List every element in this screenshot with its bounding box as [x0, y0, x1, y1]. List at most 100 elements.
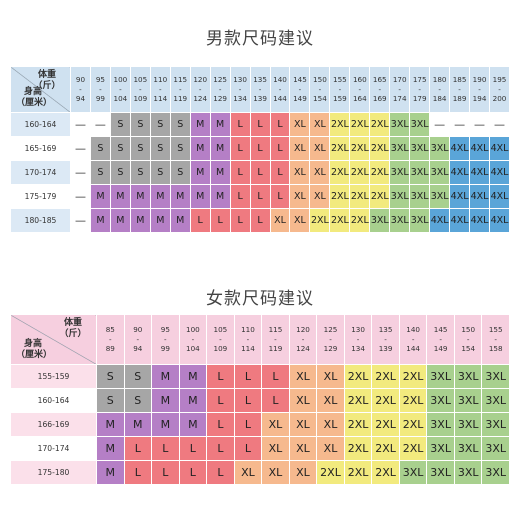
size-cell: S — [96, 364, 125, 389]
size-cell: 2XL — [329, 160, 351, 185]
size-cell: S — [109, 136, 131, 161]
weight-range-header: 170-174 — [389, 66, 411, 113]
size-cell: XL — [288, 412, 318, 437]
size-cell: XL — [261, 436, 290, 461]
size-cell: 3XL — [453, 412, 483, 437]
size-cell-empty: — — [70, 184, 91, 209]
size-cell: 4XL — [449, 136, 471, 161]
weight-range-separator: - — [439, 335, 442, 344]
men-size-table: 体重（斤） 身高（厘米） 90-94 95-99 100-104 105-109 110-1… — [10, 66, 510, 233]
height-range-label: 160-164 — [10, 112, 71, 137]
weight-range-high: 94 — [75, 94, 86, 103]
size-cell: 4XL — [469, 208, 491, 233]
size-cell: S — [129, 136, 151, 161]
weight-range-separator: - — [411, 335, 415, 344]
size-cell: M — [178, 364, 208, 389]
weight-range-separator: - — [274, 335, 277, 344]
weight-range-low: 105 — [133, 75, 148, 84]
weight-range-low: 145 — [293, 75, 307, 84]
size-cell: M — [89, 208, 111, 233]
size-cell: 4XL — [489, 208, 510, 233]
size-cell: L — [123, 436, 153, 461]
size-cell: M — [96, 460, 125, 485]
weight-range-low: 180 — [432, 75, 447, 84]
weight-range-low: 155 — [333, 75, 347, 84]
height-range-label: 170-174 — [10, 436, 97, 461]
weight-range-low: 85 — [105, 325, 115, 334]
weight-range-header: 190-194 — [469, 66, 491, 113]
size-cell: 4XL — [469, 184, 491, 209]
weight-range-separator: - — [99, 85, 102, 94]
size-cell: 3XL — [389, 136, 411, 161]
size-cell-empty: — — [70, 208, 91, 233]
weight-range-header: 135-139 — [249, 66, 271, 113]
size-cell: S — [96, 388, 125, 413]
size-cell: 2XL — [349, 112, 371, 137]
size-cell: 3XL — [426, 388, 455, 413]
size-cell: XL — [309, 184, 331, 209]
size-cell: XL — [316, 412, 345, 437]
men-size-row: 175-179— M M M M M M M L L L XL XL 2XL 2XL 2XL 3XL 3XL 3XL… — [10, 184, 510, 209]
size-cell: M — [96, 412, 125, 437]
weight-range-header: 100-104 — [178, 314, 208, 365]
weight-range-low: 175 — [412, 75, 427, 84]
size-cell: 3XL — [481, 412, 510, 437]
size-cell: S — [123, 388, 153, 413]
size-cell: L — [206, 436, 235, 461]
weight-range-low: 120 — [193, 75, 208, 84]
size-cell: L — [206, 412, 235, 437]
weight-range-low: 135 — [378, 325, 393, 334]
weight-range-high: 129 — [323, 344, 338, 353]
weight-range-separator: - — [238, 85, 242, 94]
size-cell: L — [249, 160, 271, 185]
height-range-label: 170-174 — [10, 160, 71, 185]
men-size-row: 160-164— — S S S S M M L L L XL XL 2XL 2XL 2XL 3XL 3XL — — —… — [10, 112, 510, 137]
weight-range-low: 115 — [173, 75, 188, 84]
weight-range-header: 155-159 — [329, 66, 351, 113]
size-cell: XL — [288, 436, 318, 461]
size-cell: L — [229, 112, 251, 137]
size-cell: L — [206, 364, 235, 389]
weight-range-header: 125-129 — [316, 314, 345, 365]
men-size-row: 170-174— S S S S S M M L L L XL XL 2XL 2XL 2XL 3XL 3XL 3XL… — [10, 160, 510, 185]
size-cell: L — [229, 208, 251, 233]
weight-range-separator: - — [298, 85, 302, 94]
size-cell: 3XL — [389, 208, 411, 233]
size-cell-empty: — — [70, 160, 91, 185]
size-cell: 3XL — [426, 412, 455, 437]
size-cell: XL — [233, 460, 263, 485]
size-cell: L — [269, 112, 291, 137]
size-cell: L — [178, 436, 208, 461]
weight-range-high: 109 — [133, 94, 148, 103]
size-cell: S — [129, 112, 151, 137]
weight-range-separator: - — [498, 85, 501, 94]
size-cell: XL — [316, 436, 345, 461]
size-cell: S — [89, 136, 111, 161]
women-corner-cell: 体重（斤） 身高（厘米） — [10, 314, 97, 365]
size-cell: M — [123, 412, 153, 437]
weight-range-header: 155-158 — [481, 314, 510, 365]
size-cell: 4XL — [429, 208, 451, 233]
size-cell: 2XL — [329, 208, 351, 233]
size-cell: 4XL — [489, 184, 510, 209]
weight-range-separator: - — [158, 85, 162, 94]
size-cell: 2XL — [398, 364, 428, 389]
women-size-row: 170-174 M L L L L L XL XL XL 2XL 2XL 2XL 3XL 3XL 3XL — [10, 436, 510, 461]
weight-range-header: 120-124 — [189, 66, 211, 113]
size-cell: 2XL — [349, 208, 371, 233]
weight-range-separator: - — [164, 335, 167, 344]
size-cell: L — [209, 208, 231, 233]
size-cell: 4XL — [449, 184, 471, 209]
size-cell: 2XL — [343, 388, 373, 413]
size-cell: 3XL — [453, 460, 483, 485]
size-cell: 2XL — [329, 112, 351, 137]
size-cell: L — [233, 412, 263, 437]
weight-range-low: 165 — [372, 75, 387, 84]
size-cell: 2XL — [369, 136, 391, 161]
size-cell: 3XL — [429, 136, 451, 161]
weight-range-header: 95-99 — [89, 66, 111, 113]
weight-range-high: 139 — [253, 94, 267, 103]
weight-range-header: 115-119 — [169, 66, 191, 113]
size-cell: M — [109, 208, 131, 233]
women-size-row: 160-164 S S M M L L L XL XL 2XL 2XL 2XL 3XL 3XL 3XL — [10, 388, 510, 413]
